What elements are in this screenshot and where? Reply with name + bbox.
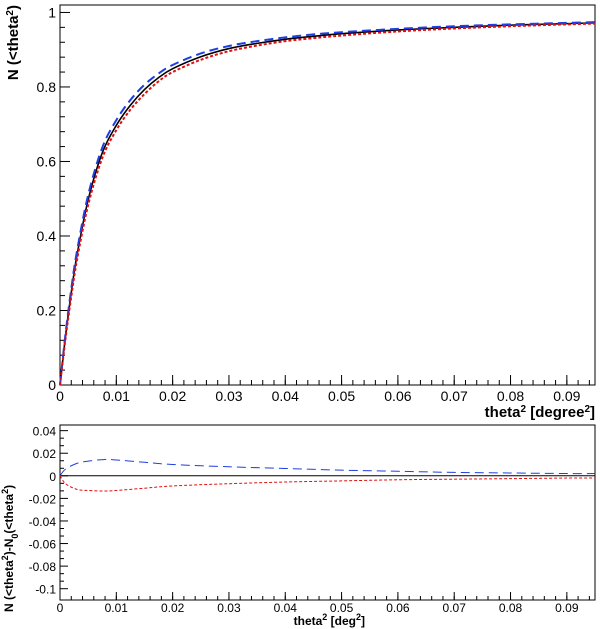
residual-x-tick-label: 0.03 xyxy=(217,601,241,615)
main-x-tick-label: 0.02 xyxy=(159,388,186,404)
main-y-tick-label: 0.6 xyxy=(37,153,57,169)
main-y-ticks: 0 0.2 0.4 0.6 0.8 1 xyxy=(37,4,70,393)
residual-y-tick-label: 0.02 xyxy=(33,447,57,461)
residual-x-tick-label: 0.07 xyxy=(443,601,467,615)
residual-panel: 0.040.020-0.02-0.04-0.06-0.08-0.1 0 0.01 0… xyxy=(0,424,596,628)
main-x-ticks: 0 0.01 0.02 0.03 0.04 0.05 0.06 0.07 0.08 0.09 xyxy=(56,375,590,404)
residual-y-tick-label: 0 xyxy=(49,470,56,484)
residual-x-tick-label: 0.09 xyxy=(555,601,579,615)
main-x-tick-label: 0.09 xyxy=(553,388,580,404)
residual-y-tick-label: -0.1 xyxy=(35,583,56,597)
main-x-tick-label: 0 xyxy=(56,388,64,404)
main-x-tick-label: 0.08 xyxy=(497,388,524,404)
residual-y-tick-label: -0.08 xyxy=(29,560,57,574)
residual-y-axis-title: N (<theta2)-N0(<theta2) xyxy=(0,485,20,612)
main-y-tick-label: 1 xyxy=(48,4,56,20)
main-x-tick-label: 0.06 xyxy=(384,388,411,404)
residual-y-tick-label: 0.04 xyxy=(33,425,57,439)
main-series xyxy=(59,21,596,386)
main-x-tick-label: 0.04 xyxy=(272,388,299,404)
residual-series xyxy=(59,458,596,492)
residual-series-line-dotted xyxy=(59,475,596,492)
residual-x-tick-label: 0.01 xyxy=(105,601,129,615)
main-series-line-dashed xyxy=(59,21,596,386)
main-y-tick-label: 0.8 xyxy=(37,79,57,95)
residual-y-tick-label: -0.02 xyxy=(29,492,57,506)
main-y-axis-title: N (<theta2) xyxy=(5,5,23,80)
residual-x-axis-title: theta2 [deg2] xyxy=(294,612,365,628)
main-y-tick-label: 0.2 xyxy=(37,302,57,318)
main-panel: 0 0.2 0.4 0.6 0.8 1 0 0.01 0.02 0.03 0.04 0.05 0.06… xyxy=(5,4,596,421)
main-x-tick-label: 0.01 xyxy=(103,388,130,404)
main-plot-frame xyxy=(59,4,596,386)
residual-x-tick-label: 0.08 xyxy=(499,601,523,615)
main-x-tick-label: 0.05 xyxy=(328,388,355,404)
residual-x-tick-label: 0.06 xyxy=(386,601,410,615)
residual-x-tick-label: 0.04 xyxy=(274,601,298,615)
residual-series-line-dashed xyxy=(59,458,596,477)
residual-x-ticks: 0 0.01 0.02 0.03 0.04 0.05 0.06 0.07 0.08 0.09 xyxy=(57,592,590,615)
residual-y-tick-label: -0.04 xyxy=(29,515,57,529)
main-x-tick-label: 0.03 xyxy=(215,388,242,404)
residual-x-tick-label: 0.05 xyxy=(330,601,354,615)
residual-x-tick-label: 0.02 xyxy=(161,601,185,615)
residual-x-tick-label: 0 xyxy=(57,601,64,615)
residual-plot-frame xyxy=(59,424,596,601)
main-x-tick-label: 0.07 xyxy=(441,388,468,404)
main-x-axis-title: theta2 [degree2] xyxy=(485,404,595,422)
main-y-tick-label: 0 xyxy=(48,377,56,393)
residual-y-tick-label: -0.06 xyxy=(29,538,57,552)
main-y-tick-label: 0.4 xyxy=(37,228,57,244)
residual-y-ticks: 0.04 0.02 0 -0.02 -0.04 -0.06 -0.08 -0.1 xyxy=(29,425,68,597)
